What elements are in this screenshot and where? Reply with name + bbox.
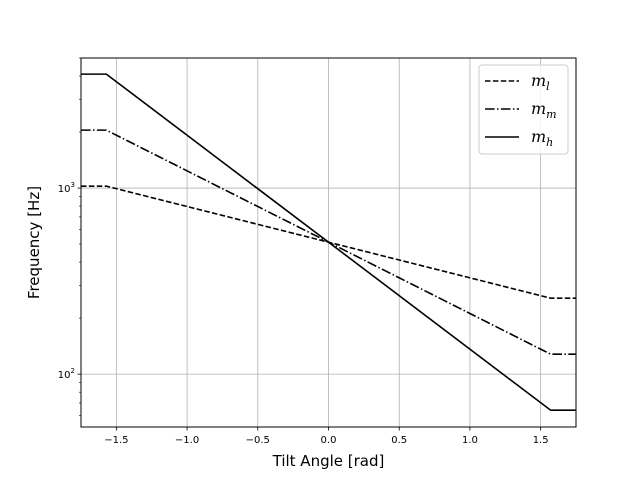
x-tick-label: −1.0 xyxy=(175,435,199,446)
legend-box xyxy=(478,64,569,155)
y-tick-label: 103 xyxy=(58,181,75,195)
x-axis-ticks: −1.5 −1.0 −0.5 0.0 0.5 1.0 1.5 xyxy=(104,427,549,446)
x-tick-label: −1.5 xyxy=(104,435,128,446)
legend: ml mm mh xyxy=(478,64,569,155)
x-tick-label: 1.5 xyxy=(533,435,549,446)
y-tick-label: 102 xyxy=(58,367,75,381)
x-tick-label: −0.5 xyxy=(246,435,270,446)
y-axis-label: Frequency [Hz] xyxy=(25,186,43,299)
x-tick-label: 0.0 xyxy=(321,435,337,446)
y-axis-ticks: 102 103 xyxy=(58,57,81,416)
series-line-m-h xyxy=(81,73,576,412)
series-lines xyxy=(81,73,576,412)
x-axis-label: Tilt Angle [rad] xyxy=(272,452,385,470)
x-tick-label: 0.5 xyxy=(391,435,407,446)
x-tick-label: 1.0 xyxy=(462,435,478,446)
legend-entry: mh xyxy=(531,127,553,149)
legend-entry: mm xyxy=(531,99,557,121)
legend-entry: ml xyxy=(531,71,550,93)
